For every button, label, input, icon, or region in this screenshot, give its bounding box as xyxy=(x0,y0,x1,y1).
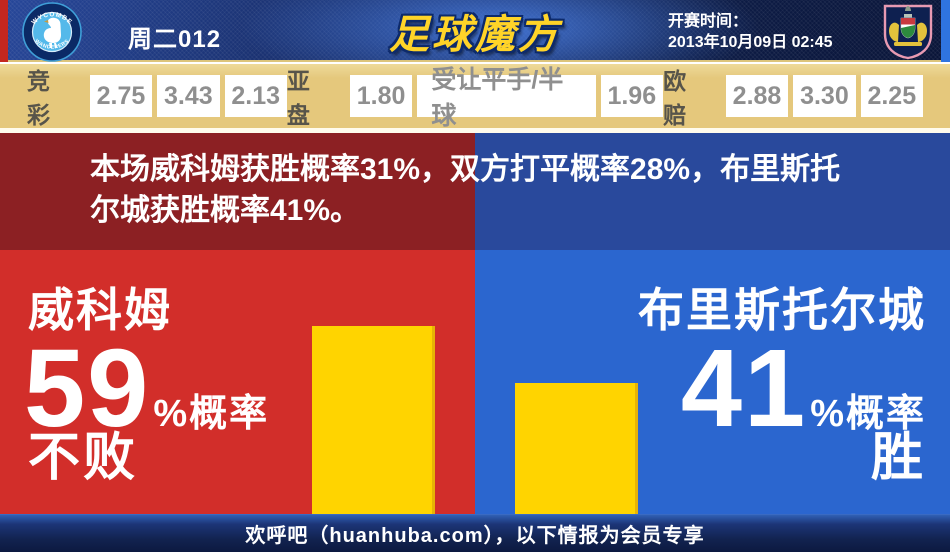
yapan-away-odds: 1.96 xyxy=(600,75,664,117)
yapan-handicap: 受让平手/半球 xyxy=(417,66,596,130)
home-probability-row: 59 %概率 xyxy=(24,334,269,444)
match-code: 周二012 xyxy=(128,26,222,53)
yapan-home-odds: 1.80 xyxy=(349,75,413,117)
bristol-city-crest-icon xyxy=(883,4,933,60)
away-outcome-label: 胜 xyxy=(870,429,926,487)
wycombe-wanderers-badge-icon: WYCOMBE WANDERERS xyxy=(22,2,82,62)
header-bar: 足球魔方 WYCOMBE WANDERERS 周二012 开赛时间： 2013年… xyxy=(0,0,950,62)
away-probability-bar xyxy=(515,383,638,514)
oupei-draw-odds: 3.30 xyxy=(793,75,856,117)
kickoff-label: 开赛时间： xyxy=(668,13,749,30)
home-team-panel: 威科姆 59 %概率 不败 xyxy=(0,250,475,514)
odds-group-yapan: 亚盘 1.80 受让平手/半球 1.96 xyxy=(286,62,664,130)
odds-group-jingcai: 竞彩 2.75 3.43 2.13 xyxy=(27,62,287,130)
yapan-label: 亚盘 xyxy=(286,68,311,128)
footer-site-text: 欢呼吧（huanhuba.com），以下情报为会员专享 xyxy=(245,525,705,547)
home-probability-suffix: %概率 xyxy=(153,393,270,435)
jingcai-label: 竞彩 xyxy=(27,68,51,128)
left-red-edge-strip xyxy=(0,0,8,62)
odds-bar: 竞彩 2.75 3.43 2.13 亚盘 1.80 受让平手/半球 1.96 欧… xyxy=(0,62,950,130)
home-team-name: 威科姆 xyxy=(28,284,172,336)
cream-divider-line xyxy=(0,128,950,133)
footer-bar: 欢呼吧（huanhuba.com），以下情报为会员专享 xyxy=(0,514,950,552)
jingcai-home-odds: 2.75 xyxy=(89,75,153,117)
away-probability-value: 41 xyxy=(680,327,808,450)
oupei-label: 欧赔 xyxy=(663,68,688,128)
kickoff-datetime: 2013年10月09日 02:45 xyxy=(668,34,833,51)
odds-group-oupei: 欧赔 2.88 3.30 2.25 xyxy=(663,62,923,130)
summary-red-background xyxy=(0,133,475,250)
home-probability-value: 59 xyxy=(24,327,151,450)
probability-summary-band: 本场威科姆获胜概率31%，双方打平概率28%，布里斯托尔城获胜概率41%。 xyxy=(0,133,950,250)
away-team-name: 布里斯托尔城 xyxy=(638,284,926,336)
jingcai-away-odds: 2.13 xyxy=(224,75,287,117)
site-logo-text: 足球魔方 xyxy=(389,13,561,57)
kickoff-time-block: 开赛时间： 2013年10月09日 02:45 xyxy=(668,11,833,53)
away-team-panel: 布里斯托尔城 41 %概率 胜 xyxy=(475,250,950,514)
oupei-home-odds: 2.88 xyxy=(725,75,789,117)
home-probability-bar xyxy=(312,326,435,514)
oupei-away-odds: 2.25 xyxy=(860,75,923,117)
right-blue-edge-strip xyxy=(941,0,950,62)
prediction-panels: 威科姆 59 %概率 不败 布里斯托尔城 41 %概率 胜 xyxy=(0,250,950,514)
home-outcome-label: 不败 xyxy=(28,429,139,487)
jingcai-draw-odds: 3.43 xyxy=(157,75,220,117)
probability-summary-text: 本场威科姆获胜概率31%，双方打平概率28%，布里斯托尔城获胜概率41%。 xyxy=(90,153,841,227)
away-probability-row: 41 %概率 xyxy=(681,334,926,444)
summary-blue-background xyxy=(475,133,950,250)
away-probability-suffix: %概率 xyxy=(810,393,926,435)
